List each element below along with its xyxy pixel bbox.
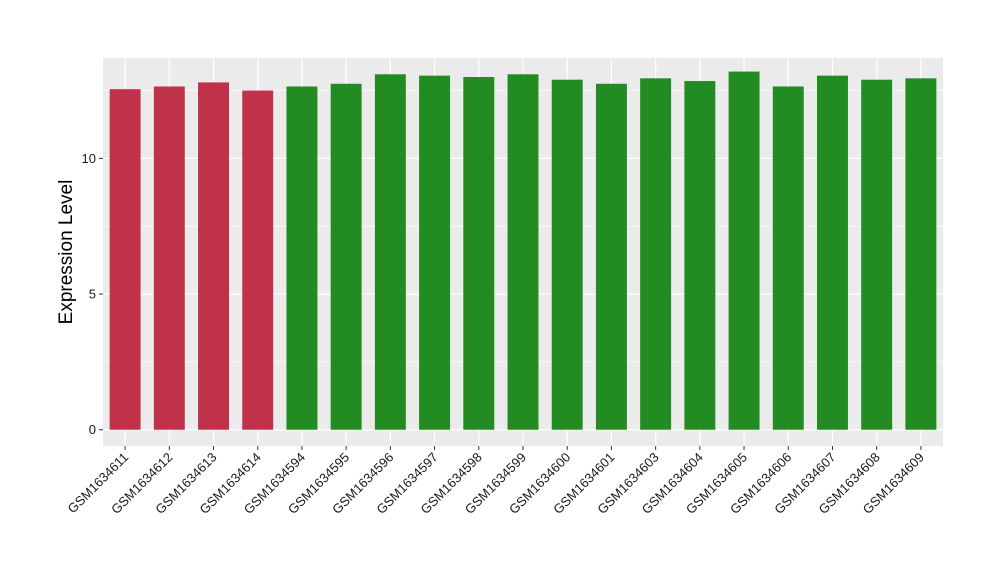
bar-GSM1634596 (374, 74, 406, 430)
bar-GSM1634599 (507, 74, 539, 430)
y-axis-title: Expression Level (56, 180, 77, 325)
bar-GSM1634608 (861, 79, 893, 430)
bar-GSM1634600 (551, 79, 583, 430)
y-tick-label: 0 (89, 422, 96, 437)
bar-GSM1634607 (817, 75, 848, 430)
bar-GSM1634614 (242, 90, 274, 430)
bar-GSM1634601 (595, 83, 627, 430)
bar-GSM1634597 (419, 75, 451, 430)
y-tick-label: 10 (82, 151, 96, 166)
bar-GSM1634603 (640, 78, 672, 430)
bar-GSM1634605 (728, 71, 760, 430)
bar-GSM1634612 (153, 86, 185, 430)
bar-GSM1634598 (463, 76, 495, 430)
y-tick-label: 5 (89, 287, 96, 302)
bar-GSM1634595 (330, 83, 362, 430)
bar-GSM1634611 (109, 89, 141, 430)
bar-GSM1634606 (772, 86, 804, 430)
bar-GSM1634613 (198, 82, 229, 430)
bar-GSM1634609 (905, 78, 937, 430)
bar-GSM1634604 (684, 81, 716, 430)
bar-GSM1634594 (286, 86, 318, 430)
bars (109, 71, 937, 430)
